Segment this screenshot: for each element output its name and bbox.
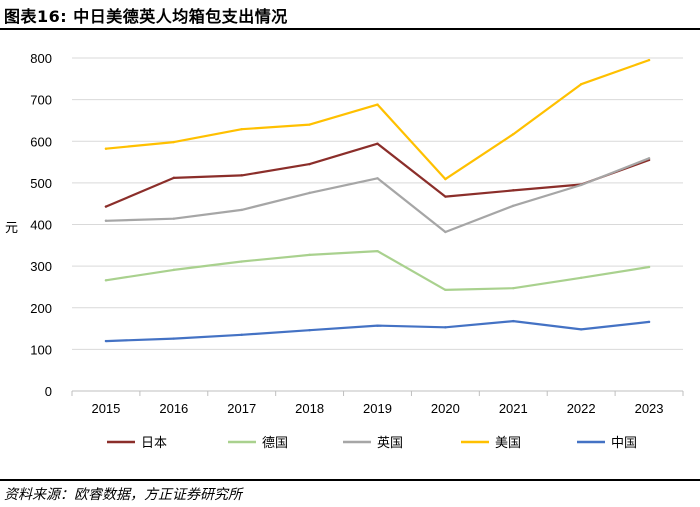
- data-point: [376, 324, 379, 327]
- x-tick-label: 2021: [499, 401, 528, 416]
- legend-label: 英国: [377, 436, 403, 451]
- gridlines: [71, 57, 684, 396]
- data-point: [104, 219, 108, 222]
- legend-item: 美国: [461, 436, 521, 451]
- footer-rule: [0, 479, 700, 481]
- data-point: [308, 162, 311, 166]
- data-point: [308, 253, 311, 257]
- data-point: [647, 58, 651, 62]
- data-point: [579, 83, 583, 86]
- data-point: [444, 177, 447, 181]
- data-point: [579, 183, 583, 187]
- legend-item: 中国: [577, 436, 637, 451]
- data-point: [647, 265, 651, 269]
- x-tick-label: 2019: [363, 401, 392, 416]
- data-point: [172, 268, 176, 272]
- data-point: [172, 176, 176, 180]
- y-tick-label: 400: [30, 218, 52, 233]
- y-tick-label: 800: [30, 51, 52, 66]
- x-tick-label: 2023: [635, 401, 664, 416]
- x-tick-label: 2017: [227, 401, 256, 416]
- data-point: [512, 132, 515, 136]
- data-point: [647, 157, 651, 160]
- y-tick-label: 200: [30, 301, 52, 316]
- data-point: [172, 217, 176, 220]
- y-tick-label: 0: [45, 384, 52, 399]
- data-point: [104, 147, 108, 150]
- data-point: [647, 320, 651, 324]
- data-point: [512, 204, 515, 207]
- series-line-1: [104, 250, 651, 291]
- data-point: [308, 123, 311, 126]
- legend-item: 日本: [107, 436, 167, 451]
- x-tick-label: 2020: [431, 401, 460, 416]
- y-tick-label: 300: [30, 259, 52, 274]
- legend-label: 中国: [611, 436, 637, 451]
- data-point: [444, 195, 447, 198]
- data-point: [240, 174, 243, 177]
- x-tick-label: 2016: [159, 401, 188, 416]
- data-point: [444, 326, 447, 329]
- data-point: [308, 191, 311, 195]
- series-line-4: [104, 320, 651, 343]
- series-line-3: [104, 58, 651, 181]
- data-point: [172, 140, 176, 144]
- x-tick-label: 2015: [91, 401, 120, 416]
- x-tick-label: 2018: [295, 401, 324, 416]
- data-point: [376, 177, 379, 180]
- data-point: [512, 286, 515, 290]
- y-tick-label: 500: [30, 176, 52, 191]
- data-point: [104, 205, 108, 208]
- legend: 日本 德国 英国 美国 中国: [107, 436, 637, 451]
- data-point: [240, 208, 243, 212]
- data-point: [240, 127, 243, 131]
- legend-label: 日本: [141, 436, 167, 451]
- y-tick-label: 600: [30, 134, 52, 149]
- data-point: [376, 103, 379, 106]
- legend-label: 德国: [262, 436, 288, 451]
- y-axis-ticks: 0 100 200 300 400 500 600 700 800: [30, 51, 52, 399]
- data-point: [104, 339, 108, 343]
- data-point: [376, 249, 379, 253]
- legend-item: 德国: [228, 436, 288, 451]
- legend-item: 英国: [343, 436, 403, 451]
- data-point: [104, 279, 108, 282]
- data-point: [376, 142, 379, 145]
- series-line-2: [104, 157, 651, 234]
- data-point: [579, 276, 583, 279]
- y-tick-label: 700: [30, 93, 52, 108]
- y-tick-label: 100: [30, 342, 52, 357]
- chart-title: 图表16: 中日美德英人均箱包支出情况: [4, 7, 288, 26]
- data-point: [240, 260, 243, 263]
- series-line-0: [104, 142, 651, 208]
- x-tick-label: 2022: [567, 401, 596, 416]
- data-point: [172, 337, 176, 340]
- title-rule: [0, 28, 700, 30]
- data-point: [512, 189, 515, 192]
- data-point: [444, 230, 447, 234]
- data-point: [240, 333, 243, 337]
- data-point: [512, 319, 515, 323]
- source-note: 资料来源：欧睿数据，方正证券研究所: [4, 487, 242, 503]
- data-point: [308, 329, 311, 332]
- data-point: [444, 288, 447, 292]
- x-axis-ticks: 2015 2016 2017 2018 2019 2020 2021 2022 2023: [91, 401, 663, 416]
- legend-label: 美国: [495, 436, 521, 451]
- series-lines: [104, 58, 651, 343]
- data-point: [579, 328, 583, 331]
- y-axis-label: 元: [5, 220, 18, 235]
